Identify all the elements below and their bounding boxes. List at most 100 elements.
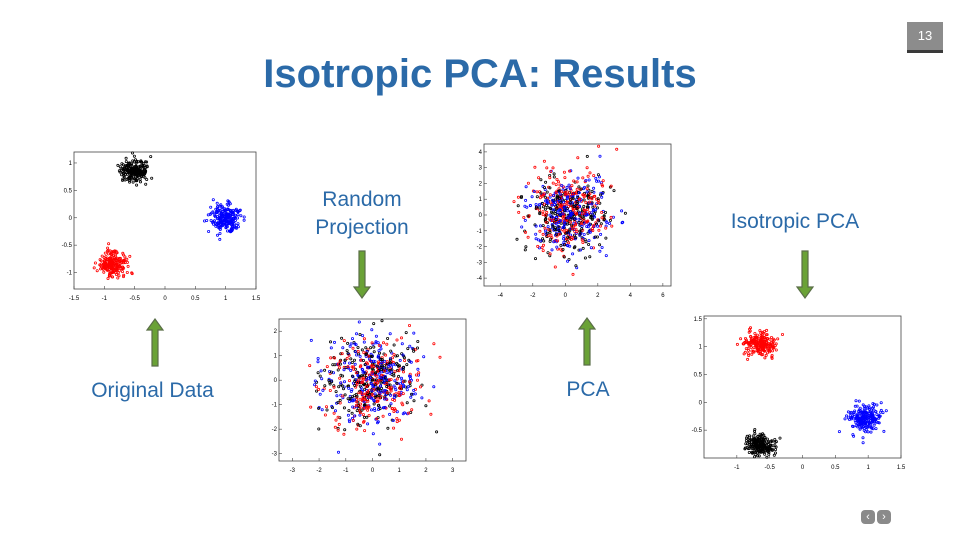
data-point-red <box>535 190 539 194</box>
data-point-red <box>340 352 344 356</box>
plot-frame <box>703 315 902 459</box>
data-point-red <box>548 252 552 256</box>
data-point-black <box>534 257 538 261</box>
y-tick-label: 1 <box>699 345 703 351</box>
data-point-black <box>378 351 382 355</box>
data-point-black <box>539 191 543 195</box>
data-point-blue <box>546 225 550 229</box>
data-point-blue <box>216 221 220 225</box>
data-point-red <box>125 271 129 275</box>
data-point-blue <box>347 400 351 404</box>
data-point-black <box>583 256 587 260</box>
data-point-black <box>409 392 413 396</box>
data-point-red <box>570 184 574 188</box>
data-point-red <box>111 275 115 279</box>
data-point-blue <box>313 379 317 383</box>
data-point-black <box>331 406 335 410</box>
data-point-black <box>360 374 364 378</box>
data-point-black <box>591 205 595 209</box>
data-point-red <box>541 193 545 197</box>
data-point-black <box>770 447 774 451</box>
data-point-black <box>355 394 359 398</box>
data-point-blue <box>224 222 228 226</box>
data-point-red <box>764 343 768 347</box>
data-point-black <box>137 171 141 175</box>
data-point-red <box>586 174 590 178</box>
data-point-red <box>362 377 366 381</box>
data-point-red <box>109 257 113 261</box>
data-point-red <box>742 352 746 356</box>
data-point-black <box>748 438 752 442</box>
data-point-black <box>356 371 360 375</box>
data-point-red <box>551 166 555 170</box>
data-point-black <box>623 211 627 215</box>
data-point-red <box>580 238 584 242</box>
data-point-black <box>546 205 550 209</box>
data-point-black <box>415 346 419 350</box>
data-point-blue <box>861 426 865 430</box>
data-point-blue <box>582 221 586 225</box>
data-point-red <box>362 420 366 424</box>
data-point-red <box>542 243 546 247</box>
data-point-blue <box>556 210 560 214</box>
data-point-black <box>581 215 585 219</box>
data-point-black <box>370 367 374 371</box>
data-point-red <box>755 333 759 337</box>
data-point-red <box>342 339 346 343</box>
data-point-black <box>590 214 594 218</box>
data-point-blue <box>234 209 238 213</box>
data-point-blue <box>226 199 230 203</box>
data-point-blue <box>378 442 382 446</box>
data-point-blue <box>230 223 234 227</box>
data-point-red <box>354 403 358 407</box>
data-point-black <box>150 176 154 180</box>
data-point-blue <box>223 219 227 223</box>
data-point-black <box>342 406 346 410</box>
data-point-blue <box>577 191 581 195</box>
data-point-blue <box>852 434 856 438</box>
data-point-blue <box>360 367 364 371</box>
data-point-blue <box>356 373 360 377</box>
data-point-red <box>544 220 548 224</box>
data-point-red <box>588 171 592 175</box>
data-point-blue <box>598 249 602 253</box>
random-projection-label: Random Projection <box>315 188 409 239</box>
data-point-red <box>570 192 574 196</box>
data-point-blue <box>386 378 390 382</box>
x-tick-label: 0 <box>163 296 167 302</box>
data-point-black <box>385 366 389 370</box>
data-point-blue <box>379 390 383 394</box>
data-point-black <box>556 195 560 199</box>
data-point-blue <box>333 340 337 344</box>
data-point-black <box>405 401 409 405</box>
y-tick-label: -1 <box>67 271 73 277</box>
data-point-black <box>317 427 321 431</box>
previous-slide-button[interactable]: ‹ <box>861 510 875 524</box>
data-point-blue <box>371 385 375 389</box>
data-point-blue <box>524 198 528 202</box>
data-point-black <box>563 243 567 247</box>
data-point-black <box>397 374 401 378</box>
x-tick-label: -1.5 <box>69 296 80 302</box>
data-point-red <box>99 267 103 271</box>
data-point-red <box>401 392 405 396</box>
data-point-blue <box>347 418 351 422</box>
data-point-blue <box>350 399 354 403</box>
data-point-red <box>768 350 772 354</box>
data-point-black <box>329 340 333 344</box>
data-point-blue <box>355 332 359 336</box>
data-point-blue <box>555 245 559 249</box>
data-point-red <box>746 352 750 356</box>
data-point-blue <box>585 213 589 217</box>
data-point-black <box>580 210 584 214</box>
next-slide-button[interactable]: › <box>877 510 891 524</box>
y-tick-label: 0 <box>274 378 278 384</box>
data-point-blue <box>585 190 589 194</box>
data-point-black <box>570 223 574 227</box>
data-point-blue <box>366 365 370 369</box>
data-point-blue <box>862 407 866 411</box>
data-point-blue <box>223 209 227 213</box>
data-point-black <box>141 164 145 168</box>
data-point-red <box>392 410 396 414</box>
data-point-red <box>389 387 393 391</box>
